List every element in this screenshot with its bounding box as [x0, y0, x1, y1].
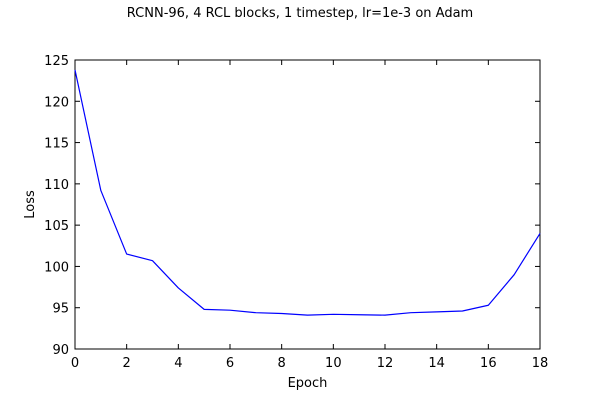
- x-tick-label: 6: [226, 356, 234, 371]
- x-tick-label: 12: [377, 356, 394, 371]
- y-tick-label: 115: [44, 137, 69, 152]
- x-tick-label: 8: [278, 356, 286, 371]
- y-tick-label: 95: [52, 302, 69, 317]
- y-tick-label: 100: [44, 260, 69, 275]
- y-axis-label: Loss: [23, 190, 38, 219]
- x-tick-label: 10: [325, 356, 342, 371]
- x-tick-label: 18: [532, 356, 549, 371]
- x-tick-label: 4: [174, 356, 182, 371]
- x-tick-label: 16: [480, 356, 497, 371]
- x-tick-label: 0: [71, 356, 79, 371]
- loss-series-line: [74, 69, 541, 316]
- y-tick-label: 90: [52, 343, 69, 358]
- x-axis-label: Epoch: [288, 376, 328, 391]
- y-tick-label: 105: [44, 219, 69, 234]
- x-tick-label: 2: [123, 356, 131, 371]
- x-tick-label: 14: [428, 356, 445, 371]
- plot-frame: [74, 59, 541, 350]
- y-tick-label: 120: [44, 95, 69, 110]
- y-tick-label: 125: [44, 54, 69, 69]
- chart-title: RCNN-96, 4 RCL blocks, 1 timestep, lr=1e…: [126, 6, 474, 21]
- y-tick-label: 110: [44, 178, 69, 193]
